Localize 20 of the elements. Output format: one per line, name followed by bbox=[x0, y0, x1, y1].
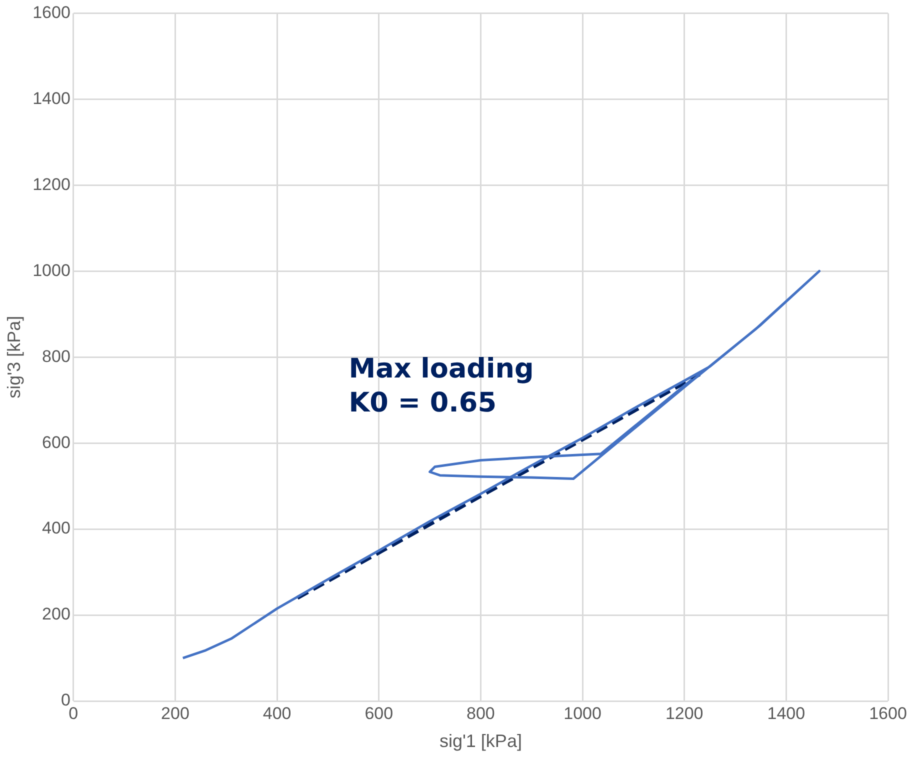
y-axis-title: sig'3 [kPa] bbox=[4, 316, 24, 398]
x-tick-label: 1400 bbox=[767, 704, 806, 723]
y-tick-label: 600 bbox=[42, 432, 70, 452]
x-tick-label: 1000 bbox=[564, 704, 602, 723]
x-tick-label: 1600 bbox=[869, 704, 907, 723]
y-tick-label: 1000 bbox=[32, 260, 70, 280]
x-tick-label: 600 bbox=[364, 704, 394, 723]
y-tick-label: 1400 bbox=[32, 88, 70, 108]
y-tick-label: 200 bbox=[42, 604, 70, 624]
y-tick-label: 400 bbox=[42, 518, 70, 538]
y-tick-label: 1600 bbox=[32, 2, 70, 22]
x-tick-label: 200 bbox=[161, 704, 190, 723]
annotation: Max loading K0 = 0.65 bbox=[348, 354, 534, 419]
y-tick-label: 800 bbox=[42, 346, 70, 366]
x-tick-label: 1200 bbox=[665, 704, 704, 723]
x-tick-label: 400 bbox=[262, 704, 292, 723]
x-tick-label: 800 bbox=[466, 704, 495, 723]
y-tick-label: 1200 bbox=[32, 174, 70, 194]
x-axis-title: sig'1 [kPa] bbox=[439, 731, 522, 752]
y-tick-label: 0 bbox=[60, 690, 70, 710]
